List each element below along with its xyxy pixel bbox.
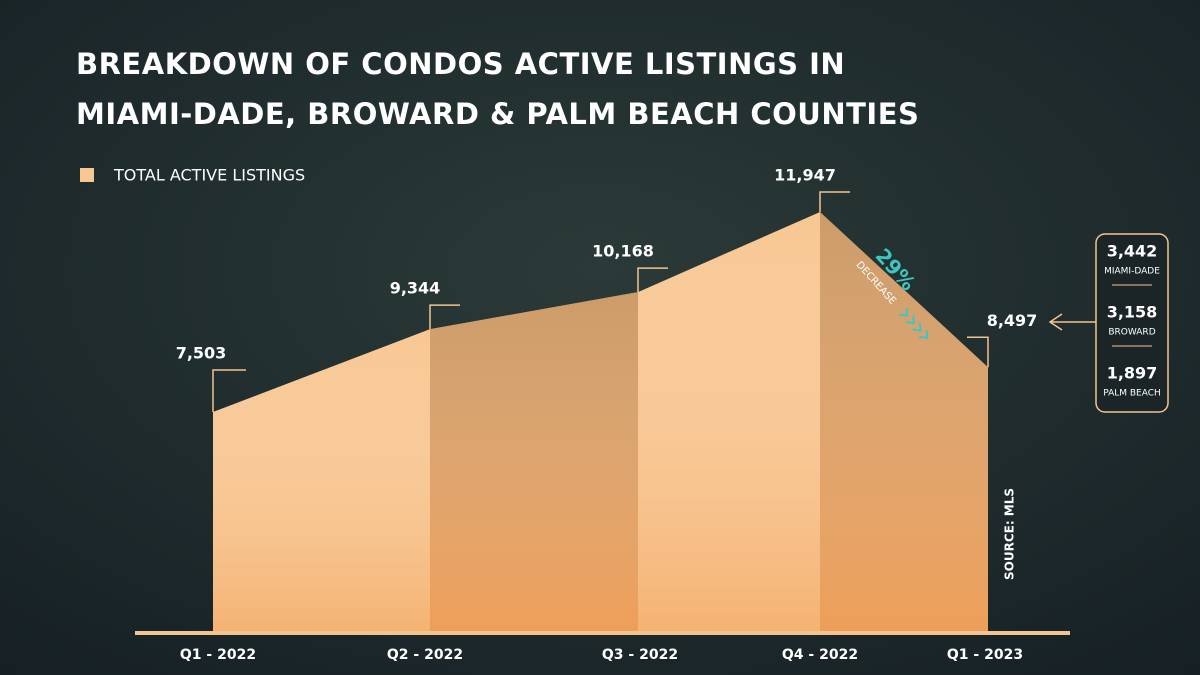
breakdown-value: 3,158	[1107, 303, 1158, 322]
value-label: 8,497	[987, 311, 1038, 330]
area-shade	[820, 212, 988, 633]
value-label: 7,503	[176, 344, 227, 363]
area-shade	[430, 292, 638, 633]
legend-swatch	[80, 168, 94, 182]
plot-area: 7,503 Q1 - 2022 9,344 Q2 - 2022 10,168 Q3 - 2…	[176, 166, 1038, 664]
x-tick-label: Q2 - 2022	[387, 647, 463, 663]
leader-line	[212, 369, 246, 412]
leader-line	[819, 191, 850, 212]
breakdown-arrow	[1048, 313, 1096, 331]
breakdown-value: 3,442	[1107, 242, 1158, 261]
chart-title: BREAKDOWN OF CONDOS ACTIVE LISTINGS IN	[76, 47, 845, 81]
chevrons	[899, 307, 929, 340]
area-glow	[638, 212, 820, 633]
area-glow	[213, 329, 430, 633]
x-tick-label: Q1 - 2022	[180, 647, 256, 663]
breakdown-box	[1095, 233, 1169, 413]
leader-line	[967, 336, 989, 368]
breakdown-name: BROWARD	[1108, 328, 1155, 338]
breakdown-name: MIAMI-DADE	[1104, 267, 1160, 277]
source: SOURCE: MLS	[1003, 488, 1017, 580]
leader-line	[429, 304, 460, 330]
breakdown-value: 1,897	[1107, 364, 1158, 383]
leader-line	[637, 267, 668, 293]
value-label: 11,947	[774, 166, 836, 185]
x-tick-label: Q4 - 2022	[782, 647, 858, 663]
legend-label: TOTAL ACTIVE LISTINGS	[113, 166, 305, 185]
value-label: 10,168	[592, 242, 654, 261]
x-tick-label: Q3 - 2022	[602, 647, 678, 663]
value-label: 9,344	[390, 279, 441, 298]
chart-title: MIAMI-DADE, BROWARD & PALM BEACH COUNTIE…	[76, 97, 919, 131]
breakdown-list: 3,442 MIAMI-DADE 3,158 BROWARD 1,897 PALM BEA…	[1103, 242, 1161, 399]
x-tick-label: Q1 - 2023	[947, 647, 1023, 663]
breakdown-name: PALM BEACH	[1103, 389, 1161, 399]
